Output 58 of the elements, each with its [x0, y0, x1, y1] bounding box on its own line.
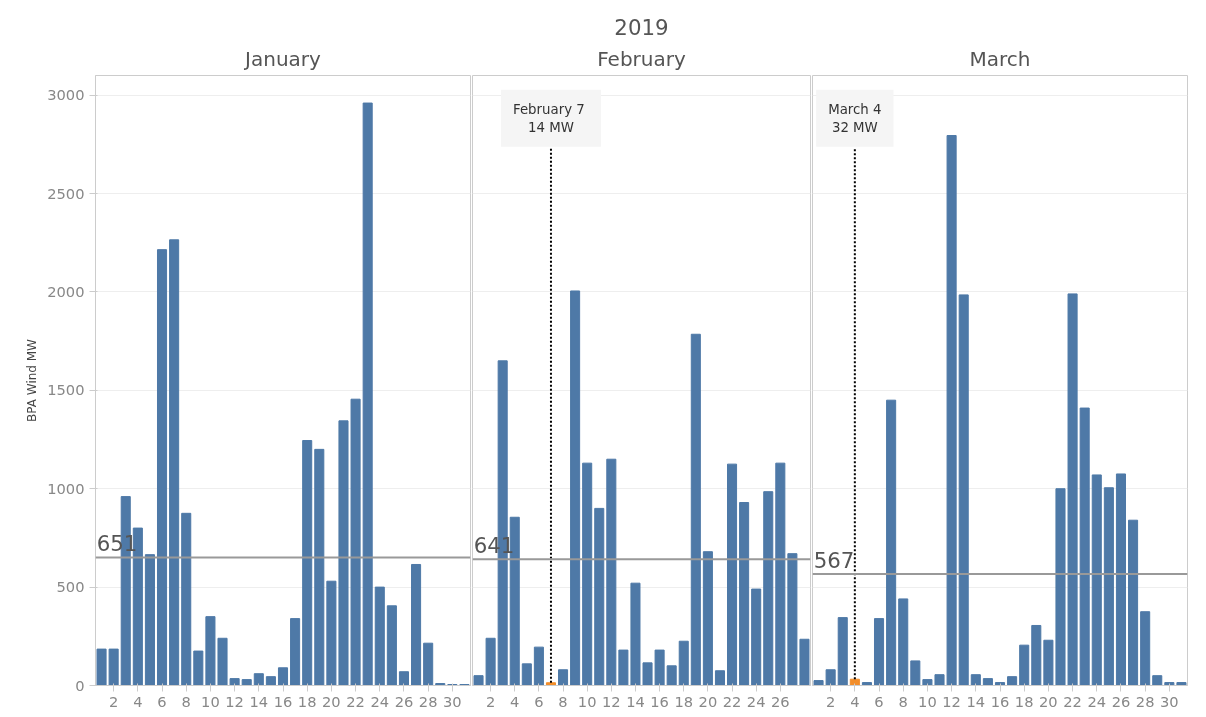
x-tick-label: 26 — [1111, 692, 1131, 710]
x-tick-label: 6 — [157, 692, 167, 710]
x-tick-label: 22 — [1063, 692, 1082, 710]
x-tick-label: 12 — [225, 692, 244, 710]
x-tick-label: 16 — [273, 692, 293, 710]
x-tick-label: 22 — [722, 692, 742, 710]
x-tick-label: 10 — [918, 692, 937, 710]
x-tick-label: 28 — [1135, 692, 1155, 710]
x-tick-label: 16 — [650, 692, 669, 710]
x-tick-label: 30 — [1160, 692, 1179, 710]
y-axis-title: BPA Wind MW — [25, 338, 40, 422]
x-tick-label: 14 — [966, 692, 986, 710]
y-tick-label: 2500 — [47, 184, 85, 202]
ref-line-label: 567 — [813, 547, 855, 573]
x-tick-label: 18 — [1014, 692, 1034, 710]
x-tick-label: 10 — [577, 692, 597, 710]
x-tick-label: 28 — [418, 692, 438, 710]
y-tick-label: 1000 — [47, 479, 85, 497]
x-tick-label: 24 — [746, 692, 766, 710]
x-tick-label: 14 — [626, 692, 645, 710]
y-tick-label: 1500 — [47, 381, 85, 399]
x-tick-label: 4 — [850, 692, 860, 710]
chart-title: 2019 — [614, 14, 669, 40]
x-tick-label: 4 — [133, 692, 143, 710]
x-tick-label: 6 — [534, 692, 544, 710]
x-tick-label: 8 — [181, 692, 191, 710]
annotation: February 7 14 MW — [512, 101, 585, 135]
x-tick-label: 24 — [1087, 692, 1107, 710]
y-tick-label: 500 — [56, 578, 85, 596]
x-tick-label: 2 — [485, 692, 496, 710]
x-tick-label: 24 — [370, 692, 390, 710]
chart-subtitle: January — [243, 46, 322, 71]
chart-subtitle: February — [597, 46, 686, 71]
x-tick-label: 26 — [394, 692, 414, 710]
y-tick-label: 3000 — [47, 86, 85, 104]
x-tick-label: 20 — [1039, 692, 1058, 710]
x-tick-label: 8 — [558, 692, 568, 710]
x-tick-label: 10 — [201, 692, 220, 710]
chart-subtitle: March — [969, 46, 1031, 71]
x-tick-label: 2 — [825, 692, 836, 710]
x-tick-label: 4 — [510, 692, 520, 710]
x-tick-label: 20 — [698, 692, 718, 710]
x-tick-label: 12 — [942, 692, 961, 710]
y-tick-label: 2000 — [47, 282, 85, 300]
x-tick-label: 14 — [249, 692, 269, 710]
x-tick-label: 22 — [346, 692, 365, 710]
x-tick-label: 2 — [108, 692, 119, 710]
x-tick-label: 8 — [898, 692, 908, 710]
x-tick-label: 12 — [602, 692, 621, 710]
x-tick-label: 6 — [874, 692, 884, 710]
x-tick-label: 20 — [322, 692, 341, 710]
x-tick-label: 18 — [674, 692, 694, 710]
y-tick-label: 0 — [75, 676, 85, 694]
annotation: March 4 32 MW — [828, 101, 882, 135]
x-tick-label: 18 — [297, 692, 317, 710]
x-tick-label: 16 — [990, 692, 1010, 710]
x-tick-label: 26 — [771, 692, 790, 710]
x-tick-label: 30 — [443, 692, 462, 710]
